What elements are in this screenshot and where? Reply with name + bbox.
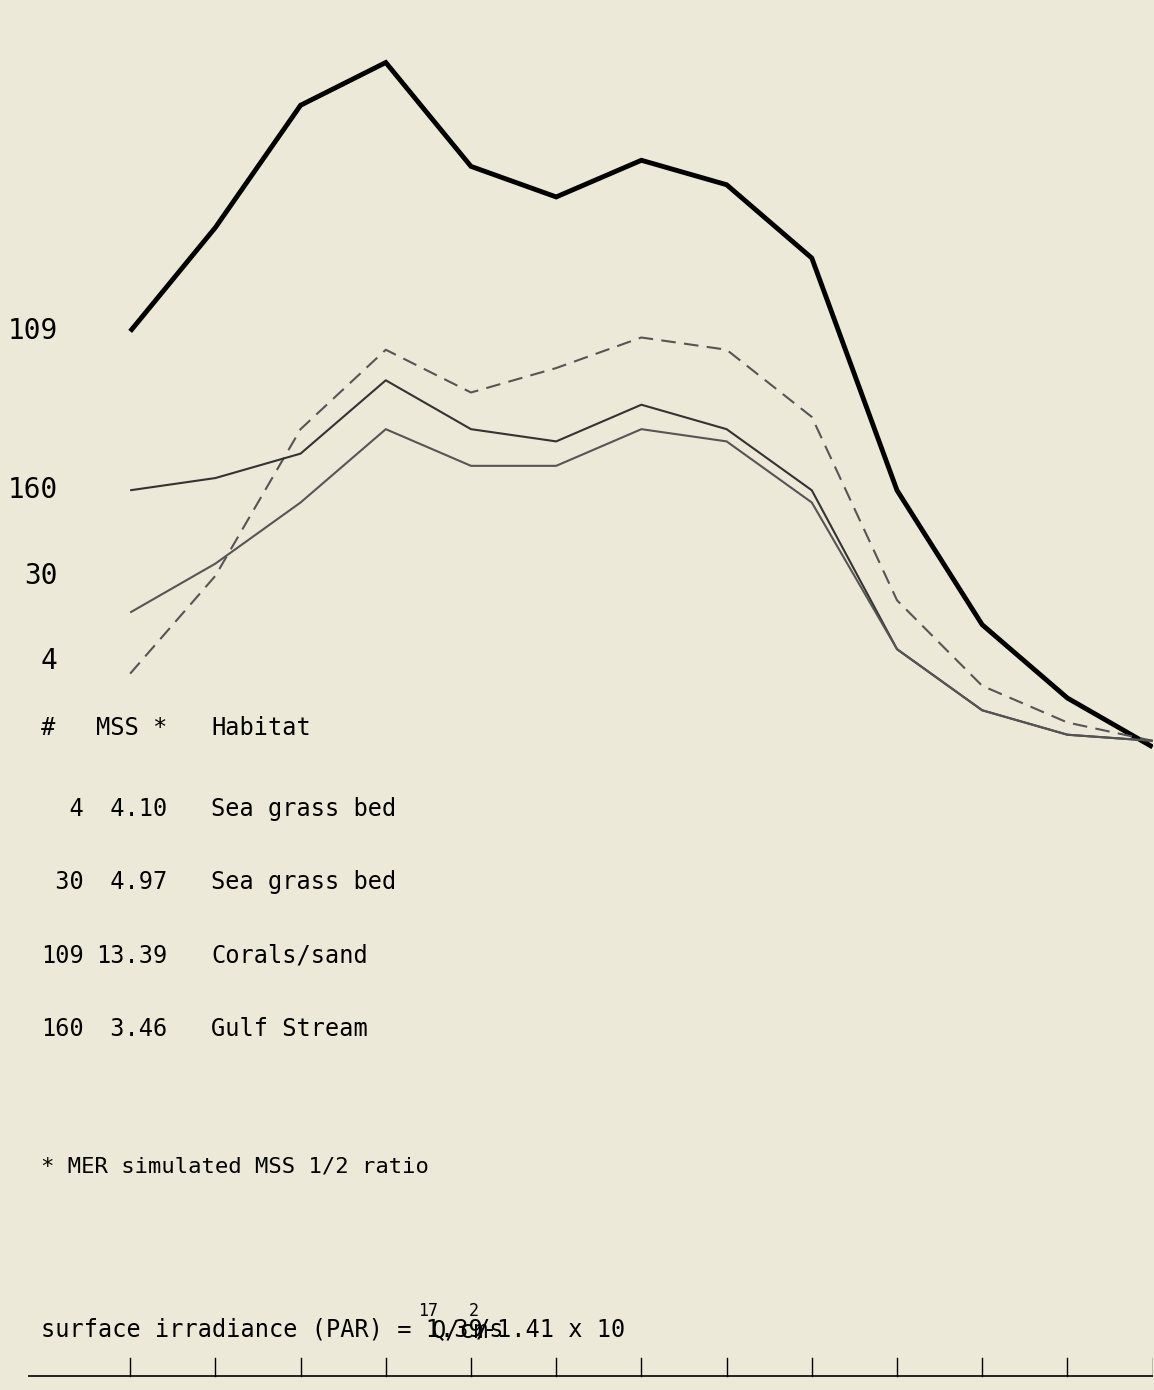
Text: Sea grass bed: Sea grass bed [211,870,396,894]
Text: 4: 4 [40,796,83,821]
Text: 4.97: 4.97 [96,870,167,894]
Text: 109: 109 [40,944,83,967]
Text: 160: 160 [40,1017,83,1041]
Text: 3.46: 3.46 [96,1017,167,1041]
Text: Sea grass bed: Sea grass bed [211,796,396,821]
Text: 30: 30 [40,870,83,894]
Text: Gulf Stream: Gulf Stream [211,1017,368,1041]
Text: Corals/sand: Corals/sand [211,944,368,967]
Text: 30: 30 [24,562,58,589]
Text: 160: 160 [7,477,58,505]
Text: 2: 2 [469,1302,479,1320]
Text: Q/cm: Q/cm [432,1318,489,1341]
Text: 109: 109 [7,317,58,345]
Text: 13.39: 13.39 [96,944,167,967]
Text: Habitat: Habitat [211,716,310,741]
Text: /s: /s [475,1318,504,1341]
Text: MSS *: MSS * [96,716,167,741]
Text: 4.10: 4.10 [96,796,167,821]
Text: 17: 17 [418,1302,439,1320]
Text: #: # [40,716,55,741]
Text: * MER simulated MSS 1/2 ratio: * MER simulated MSS 1/2 ratio [40,1156,428,1176]
Text: surface irradiance (PAR) = 1.39-1.41 x 10: surface irradiance (PAR) = 1.39-1.41 x 1… [40,1318,625,1341]
Text: 4: 4 [42,648,58,676]
